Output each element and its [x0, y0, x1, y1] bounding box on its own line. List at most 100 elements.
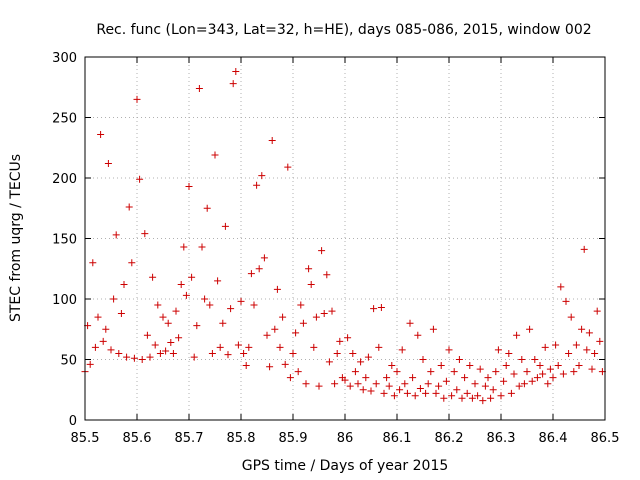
- data-point: [513, 331, 521, 339]
- data-point: [390, 392, 398, 400]
- data-point: [110, 295, 118, 303]
- data-point: [442, 377, 450, 385]
- y-axis-label: STEC from uqrg / TECUs: [8, 154, 24, 322]
- data-point: [123, 353, 131, 361]
- data-point: [151, 341, 159, 349]
- data-point: [263, 331, 271, 339]
- data-point: [99, 337, 107, 345]
- x-tick-label: 86.2: [435, 431, 464, 446]
- x-tick-label: 86.1: [383, 431, 412, 446]
- data-point: [86, 360, 94, 368]
- data-point: [518, 356, 526, 363]
- data-point: [164, 319, 172, 327]
- data-point: [229, 80, 237, 88]
- data-point: [372, 380, 380, 388]
- data-point: [354, 380, 362, 388]
- data-point: [307, 280, 315, 288]
- data-point: [591, 349, 599, 357]
- data-point: [162, 347, 170, 355]
- data-point: [416, 385, 424, 393]
- data-point: [146, 353, 154, 361]
- data-point: [198, 243, 206, 251]
- grid: [85, 57, 605, 420]
- data-point: [156, 349, 164, 357]
- data-point: [546, 365, 554, 373]
- data-point: [91, 343, 99, 351]
- data-point: [297, 301, 305, 309]
- data-point: [526, 325, 534, 333]
- data-point: [409, 374, 417, 382]
- data-point: [120, 280, 128, 288]
- data-point: [515, 382, 523, 390]
- data-point: [492, 368, 500, 376]
- data-point: [271, 325, 279, 333]
- data-point: [585, 329, 593, 337]
- data-point: [422, 389, 430, 397]
- data-point: [468, 394, 476, 402]
- data-point: [149, 273, 157, 281]
- data-point: [328, 307, 336, 315]
- data-point: [565, 349, 573, 357]
- data-point: [206, 301, 214, 309]
- data-point: [505, 349, 513, 357]
- data-point: [219, 319, 227, 327]
- data-point: [364, 353, 372, 361]
- data-point: [533, 374, 541, 382]
- data-point: [588, 365, 596, 373]
- data-point: [385, 382, 393, 390]
- data-point: [466, 362, 474, 370]
- data-point: [115, 349, 123, 357]
- data-point: [479, 397, 487, 405]
- data-point: [242, 362, 250, 370]
- data-point: [104, 159, 112, 167]
- data-point: [97, 130, 105, 138]
- data-point: [224, 351, 232, 359]
- data-point: [185, 182, 193, 190]
- data-point: [359, 386, 367, 394]
- x-tick-label: 85.5: [71, 431, 100, 446]
- data-point: [216, 343, 224, 351]
- data-point: [245, 343, 253, 351]
- data-point: [458, 394, 466, 402]
- data-point: [541, 343, 549, 351]
- data-point: [424, 380, 432, 388]
- data-point: [510, 370, 518, 378]
- data-point: [133, 95, 141, 103]
- data-point: [188, 273, 196, 281]
- x-tick-label: 85.8: [227, 431, 256, 446]
- data-point: [286, 374, 294, 382]
- data-point: [323, 271, 331, 279]
- data-point: [177, 280, 185, 288]
- x-tick-label: 86.3: [487, 431, 516, 446]
- data-point: [253, 181, 261, 189]
- data-point: [572, 341, 580, 349]
- data-point: [182, 291, 190, 299]
- data-point: [333, 349, 341, 357]
- x-axis-label: GPS time / Days of year 2015: [242, 458, 449, 474]
- y-tick-label: 150: [52, 233, 77, 248]
- data-point: [414, 331, 422, 339]
- data-point: [258, 172, 266, 180]
- data-point: [502, 362, 510, 370]
- data-point: [448, 392, 456, 400]
- data-point: [268, 136, 276, 144]
- data-point: [539, 370, 547, 378]
- chart-title: Rec. func (Lon=343, Lat=32, h=HE), days …: [96, 22, 591, 38]
- y-tick-label: 50: [60, 354, 77, 369]
- data-point: [429, 325, 437, 333]
- data-point: [289, 349, 297, 357]
- data-point: [388, 362, 396, 370]
- data-point: [279, 313, 287, 321]
- data-point: [497, 392, 505, 400]
- data-point: [494, 346, 502, 354]
- data-point: [523, 368, 531, 376]
- data-point: [351, 368, 359, 376]
- x-tick-label: 85.9: [279, 431, 308, 446]
- data-point: [559, 370, 567, 378]
- data-point: [476, 365, 484, 373]
- data-point: [481, 382, 489, 390]
- data-point: [346, 382, 354, 390]
- data-point: [302, 380, 310, 388]
- data-point: [367, 387, 375, 395]
